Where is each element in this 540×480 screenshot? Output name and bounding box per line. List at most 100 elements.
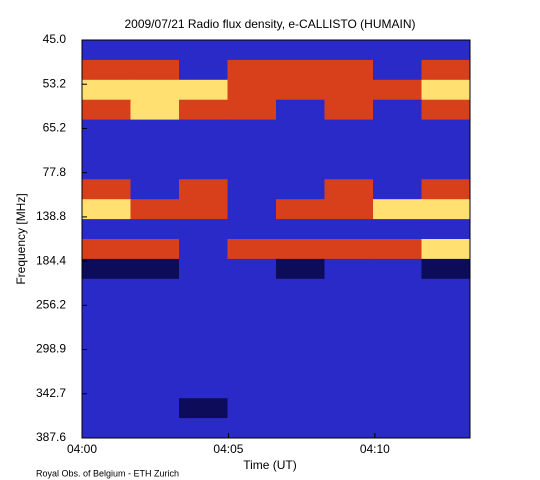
cell [373, 99, 422, 121]
cell [373, 258, 422, 280]
cell [82, 199, 131, 220]
cell [82, 79, 131, 101]
cell [179, 358, 228, 379]
cell [324, 139, 374, 160]
cell [373, 378, 422, 399]
cell [324, 119, 374, 140]
cell [324, 239, 374, 260]
cell [373, 418, 422, 439]
cell [130, 139, 180, 160]
cell [179, 318, 228, 339]
cell [276, 298, 325, 320]
cell [276, 418, 325, 439]
cell [276, 79, 325, 101]
cell [276, 199, 325, 220]
y-tick-label: 184.4 [36, 253, 66, 267]
cell [227, 318, 277, 339]
y-tick-label: 387.6 [36, 430, 66, 444]
cell [82, 99, 131, 121]
cell [421, 219, 471, 240]
cell [179, 40, 228, 61]
cell [227, 139, 277, 160]
cell [130, 378, 180, 399]
cell [130, 418, 180, 439]
cell [130, 258, 180, 280]
cell [82, 59, 131, 81]
cell [324, 99, 374, 121]
cell [421, 40, 471, 61]
cell [276, 258, 325, 280]
cell [421, 139, 471, 160]
cell [421, 119, 471, 140]
cell [82, 338, 131, 359]
cell [130, 79, 180, 101]
cell [421, 358, 471, 379]
cell [179, 219, 228, 240]
cell [130, 199, 180, 220]
cell [130, 318, 180, 339]
cell [276, 99, 325, 121]
cell [421, 318, 471, 339]
cell [227, 40, 277, 61]
cell [421, 199, 471, 220]
cell [421, 79, 471, 101]
cell [227, 119, 277, 140]
cell [179, 239, 228, 260]
cell [82, 418, 131, 439]
cell [324, 358, 374, 379]
cell [324, 338, 374, 359]
cell [227, 298, 277, 320]
cell [373, 199, 422, 220]
cell [324, 179, 374, 200]
cell [227, 338, 277, 359]
cell [421, 239, 471, 260]
cell [276, 278, 325, 300]
cell [179, 298, 228, 320]
cell [227, 378, 277, 399]
cell [276, 59, 325, 81]
cell [82, 318, 131, 339]
cell [276, 159, 325, 180]
cell [82, 298, 131, 320]
cell [421, 378, 471, 399]
y-axis-label: Frequency [MHz] [14, 193, 28, 284]
cell [421, 338, 471, 359]
cell [324, 59, 374, 81]
y-tick-label: 65.2 [43, 121, 67, 135]
chart-title: 2009/07/21 Radio flux density, e-CALLIST… [124, 17, 415, 31]
cell [82, 159, 131, 180]
cell [179, 179, 228, 200]
cell [373, 298, 422, 320]
cell [373, 59, 422, 81]
cell [130, 338, 180, 359]
cell [324, 378, 374, 399]
cell [130, 219, 180, 240]
cell [130, 59, 180, 81]
cell [227, 278, 277, 300]
cell [373, 40, 422, 61]
cell [130, 159, 180, 180]
cell [373, 398, 422, 419]
cell [421, 59, 471, 81]
cell [130, 278, 180, 300]
cell [179, 398, 228, 419]
cell [227, 219, 277, 240]
cell [324, 418, 374, 439]
cell [130, 40, 180, 61]
cell [276, 358, 325, 379]
cell [373, 239, 422, 260]
cell [421, 179, 471, 200]
cell [179, 378, 228, 399]
cell [373, 159, 422, 180]
plot-frame [81, 39, 471, 439]
y-tick-label: 298.9 [36, 342, 66, 356]
cell [421, 99, 471, 121]
cell [227, 239, 277, 260]
cell [179, 99, 228, 121]
cell [179, 59, 228, 81]
cell [227, 258, 277, 280]
cell [227, 199, 277, 220]
cell [276, 318, 325, 339]
cell [373, 119, 422, 140]
